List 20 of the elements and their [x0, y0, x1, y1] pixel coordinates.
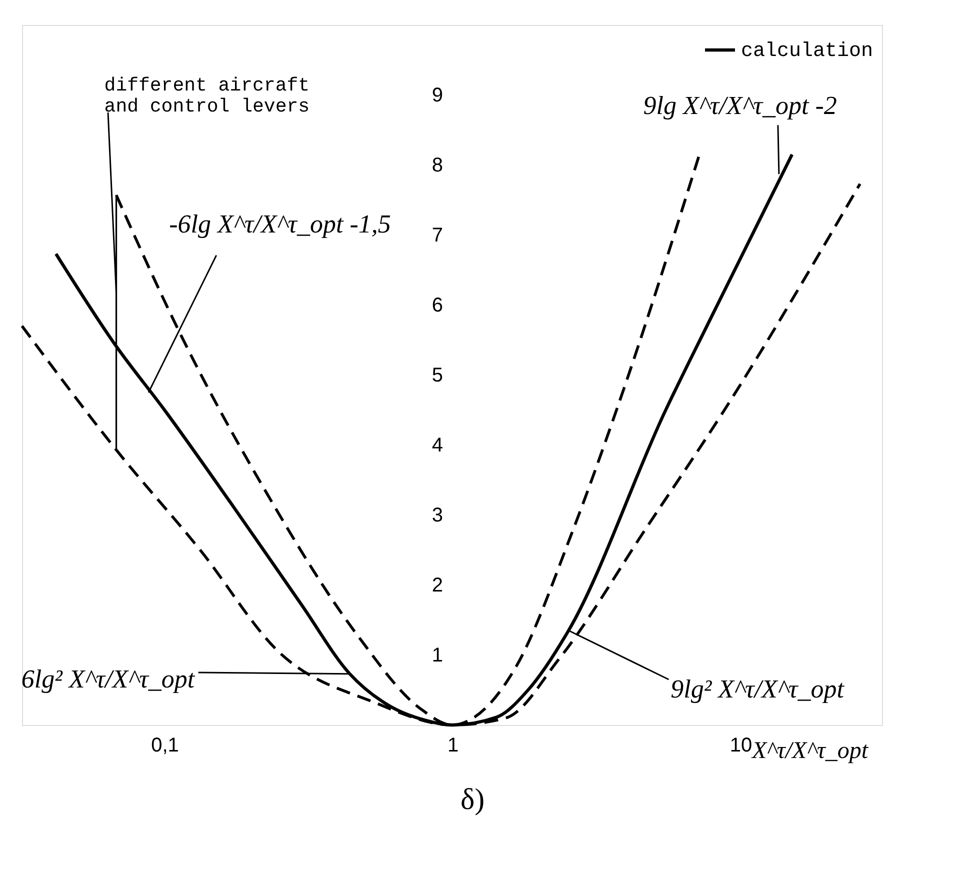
y-tick-label: 2 [432, 574, 443, 596]
annotation: -6lg X^τ/X^τ_opt -1,5 [169, 210, 391, 238]
y-tick-label: 4 [432, 434, 443, 456]
annotation: different aircraft and control levers [104, 74, 310, 118]
text: δ) [460, 783, 485, 816]
annotation: 6lg² X^τ/X^τ_opt [21, 664, 196, 694]
y-tick-label: 3 [432, 504, 443, 526]
x-tick-label: 1 [447, 734, 459, 756]
y-tick-label: 1 [432, 644, 443, 666]
y-tick-label: 9 [432, 84, 443, 106]
legend-label: calculation [741, 40, 874, 63]
x-tick-label: 0,1 [151, 734, 179, 756]
x-axis-title: X^τ/X^τ_opt [751, 738, 870, 764]
y-tick-label: 5 [432, 364, 443, 386]
y-tick-label: 8 [432, 154, 443, 176]
y-tick-label: 7 [432, 224, 443, 246]
x-tick-label: 10 [730, 734, 752, 756]
y-tick-label: 6 [432, 294, 443, 316]
annotation: 9lg X^τ/X^τ_opt -2 [643, 91, 837, 120]
annotation: 9lg² X^τ/X^τ_opt [670, 674, 845, 704]
